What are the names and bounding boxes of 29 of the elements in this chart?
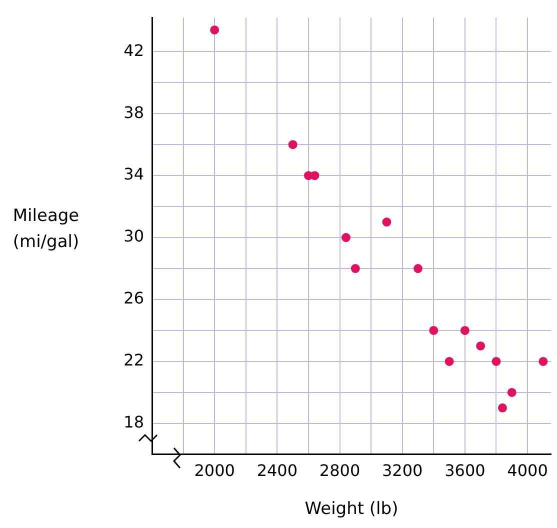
point xyxy=(342,233,351,242)
point xyxy=(382,218,392,227)
point xyxy=(507,388,516,397)
y-tick-label: 18 xyxy=(124,412,144,432)
point xyxy=(429,326,438,335)
point xyxy=(498,403,507,412)
y-axis-title: Mileage (mi/gal) xyxy=(12,205,80,254)
y-tick-label: 42 xyxy=(124,40,144,60)
y-tick-label: 30 xyxy=(124,226,144,246)
x-tick-label: 3600 xyxy=(444,461,486,480)
point xyxy=(538,356,548,366)
x-axis-title: Weight (lb) xyxy=(304,499,398,520)
y-tick-label: 34 xyxy=(124,164,144,184)
y-tick-label: 38 xyxy=(124,102,144,122)
y-tick-label: 26 xyxy=(124,288,144,308)
x-tick-label: 4000 xyxy=(507,461,548,480)
point xyxy=(492,356,501,366)
x-tick-label: 2400 xyxy=(256,461,298,480)
point xyxy=(210,25,220,34)
point xyxy=(414,264,422,274)
x-tick-label: 2000 xyxy=(194,461,235,480)
point xyxy=(350,264,360,274)
point xyxy=(476,341,486,350)
point xyxy=(288,140,298,150)
point xyxy=(444,356,454,366)
point xyxy=(460,326,470,335)
x-tick-label: 2800 xyxy=(319,461,360,480)
y-tick-label: 22 xyxy=(124,350,144,370)
x-tick-label: 3200 xyxy=(382,461,423,480)
